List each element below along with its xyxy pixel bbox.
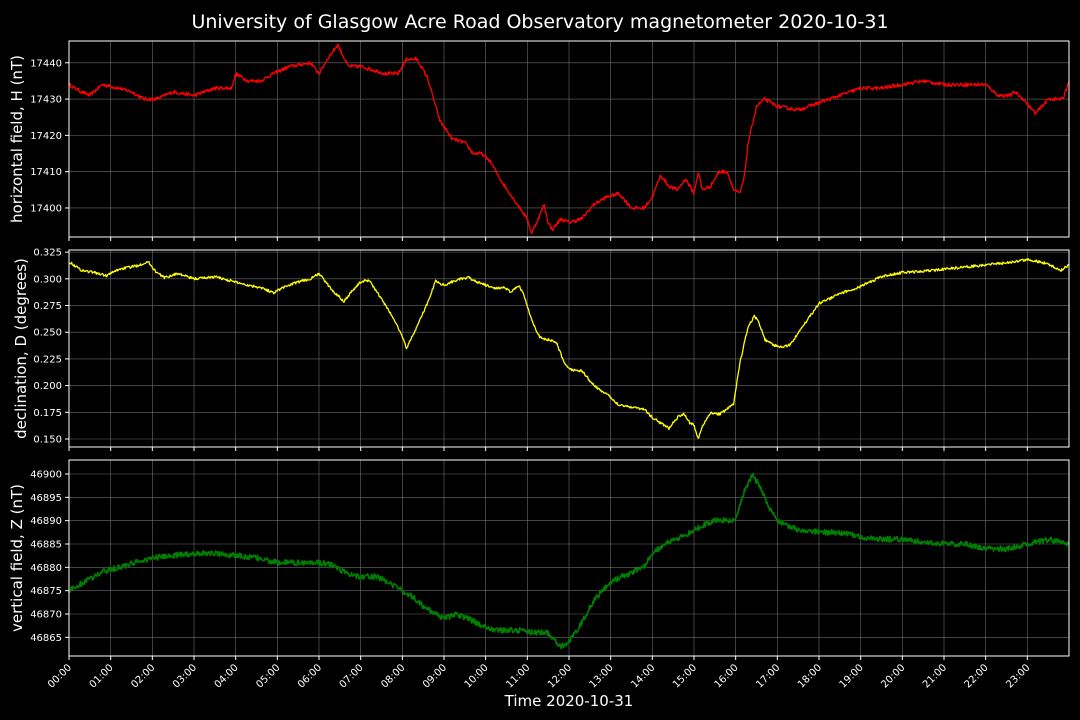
y-tick-label: 46890: [30, 516, 62, 527]
x-tick-label: 23:00: [1004, 662, 1032, 690]
y-tick-label: 0.275: [33, 301, 62, 312]
y-tick-label: 46865: [30, 633, 62, 644]
x-tick-label: 03:00: [171, 662, 199, 690]
x-tick-label: 16:00: [713, 662, 741, 690]
y-tick-label: 17400: [30, 203, 62, 214]
x-tick-label: 15:00: [671, 662, 699, 690]
y-tick-label: 0.225: [33, 354, 62, 365]
y-tick-label: 46885: [30, 540, 62, 551]
y-tick-label: 0.325: [33, 248, 62, 259]
x-tick-label: 05:00: [254, 662, 282, 690]
panel-h-field: 17400 17410 17420 17430 17440 horizontal fiel…: [8, 40, 1070, 241]
chart-title: University of Glasgow Acre Road Observat…: [191, 11, 888, 33]
x-tick-label: 13:00: [588, 662, 616, 690]
x-tick-label: 14:00: [629, 662, 657, 690]
panel-declination: 0.150 0.175 0.200 0.225 0.250 0.275 0.300 0.325…: [12, 248, 1070, 451]
y-tick-label: 46870: [30, 610, 62, 621]
x-tick-label: 18:00: [796, 662, 824, 690]
y-tick-label: 46895: [30, 493, 62, 504]
series-line-declination: [69, 258, 1069, 439]
panel-z-field: 46865 46870 46875 46880 46885 46890 46895 46900…: [8, 459, 1070, 660]
y-tick-label: 0.200: [33, 381, 62, 392]
panel-frame: [68, 459, 1070, 657]
x-tick-label: 20:00: [879, 662, 907, 690]
x-tick-label: 04:00: [213, 662, 241, 690]
y-tick-label: 0.175: [33, 408, 62, 419]
x-tick-label: 01:00: [88, 662, 116, 690]
y-tick-label: 17440: [30, 58, 62, 69]
y-axis-label: horizontal field, H (nT): [8, 55, 26, 223]
y-tick-label: 46875: [30, 586, 62, 597]
x-tick-label: 09:00: [421, 662, 449, 690]
y-tick-label: 46900: [30, 470, 62, 481]
x-tick-label: 19:00: [838, 662, 866, 690]
x-tick-label: 08:00: [379, 662, 407, 690]
y-tick-label: 17420: [30, 131, 62, 142]
x-tick-label: 10:00: [463, 662, 491, 690]
x-tick-label: 17:00: [754, 662, 782, 690]
panel-frame: [68, 249, 1070, 448]
x-tick-label: 00:00: [46, 662, 74, 690]
x-tick-label: 06:00: [296, 662, 324, 690]
y-tick-label: 0.250: [33, 328, 62, 339]
y-tick-label: 17430: [30, 95, 62, 106]
y-tick-label: 0.150: [33, 434, 62, 445]
series-line-h-field: [69, 43, 1069, 235]
y-tick-label: 17410: [30, 167, 62, 178]
y-tick-label: 0.300: [33, 274, 62, 285]
x-tick-label: 22:00: [963, 662, 991, 690]
series-line-z-field: [69, 472, 1069, 650]
x-tick-label: 12:00: [546, 662, 574, 690]
y-axis-label: declination, D (degrees): [12, 258, 30, 439]
y-axis-label: vertical field, Z (nT): [8, 484, 26, 632]
x-tick-label: 21:00: [921, 662, 949, 690]
x-tick-label: 07:00: [338, 662, 366, 690]
x-tick-label: 11:00: [504, 662, 532, 690]
x-tick-label: 02:00: [129, 662, 157, 690]
x-axis-label: Time 2020-10-31: [504, 692, 634, 710]
panel-frame: [68, 40, 1070, 238]
y-tick-label: 46880: [30, 563, 62, 574]
